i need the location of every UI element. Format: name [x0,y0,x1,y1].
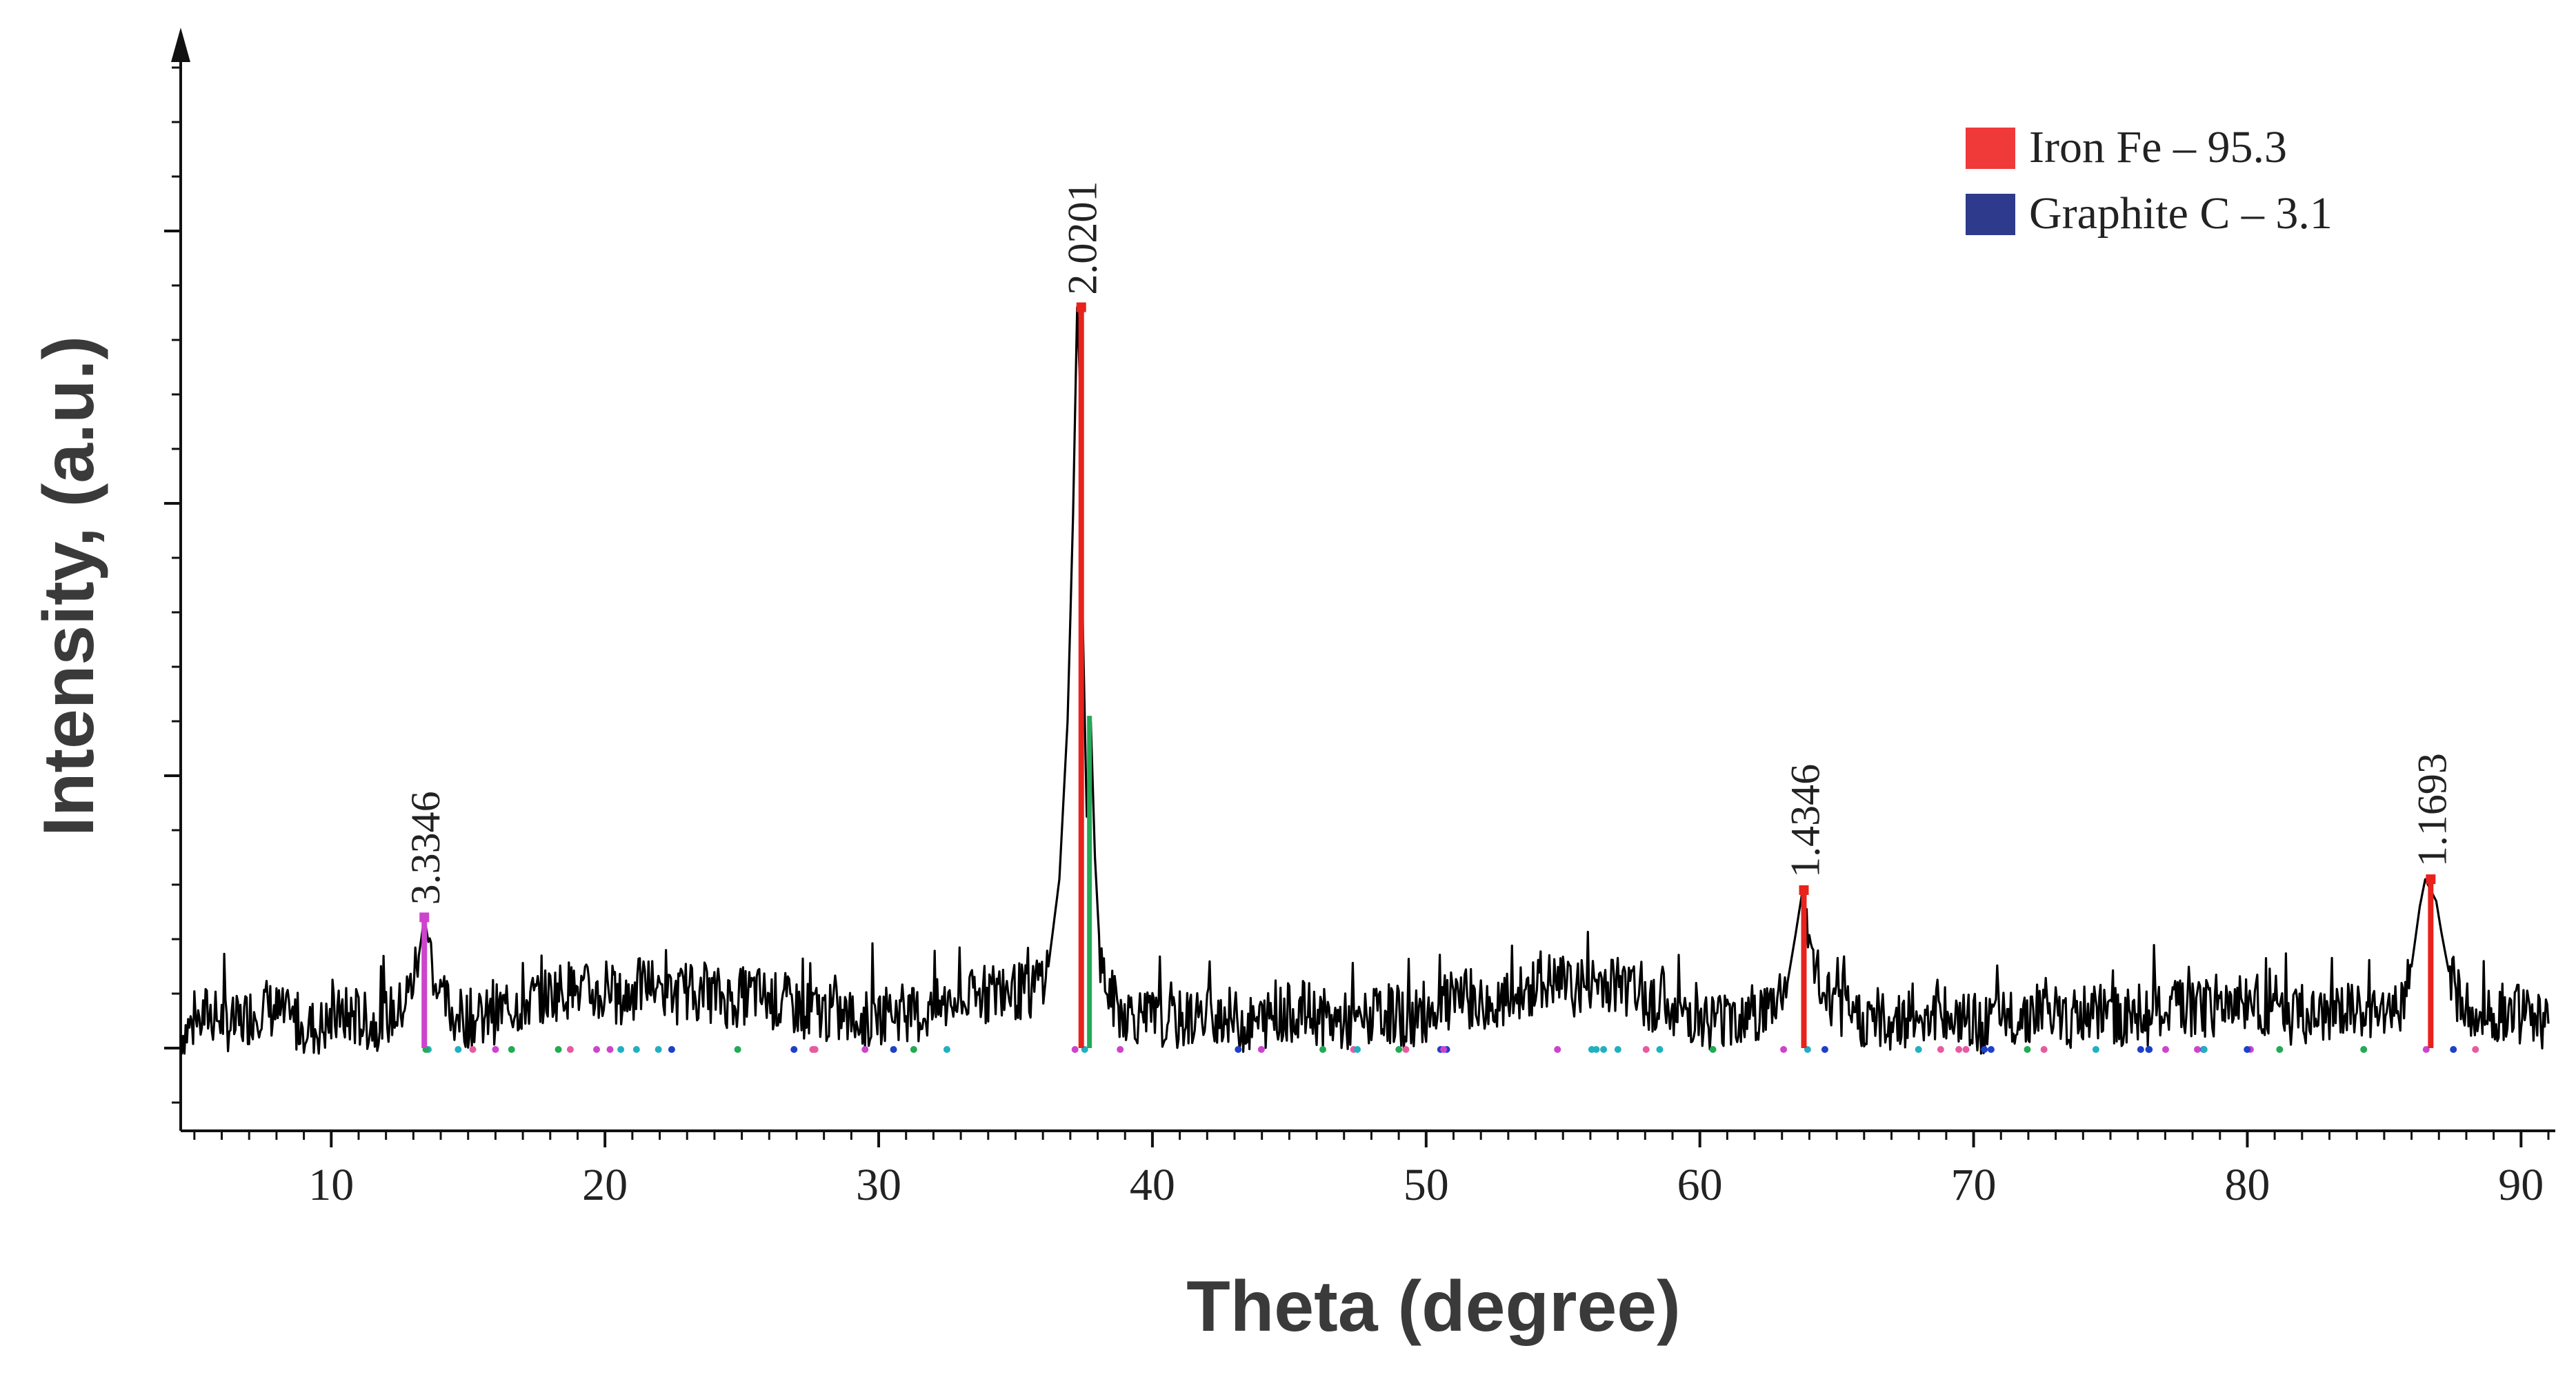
reference-marker [1915,1046,1922,1053]
reference-marker [1319,1046,1326,1053]
series-lines [179,306,2550,1055]
x-tick-label: 30 [856,1160,901,1210]
legend: Iron Fe – 95.3 Graphite C – 3.1 [1966,122,2333,239]
legend-label: Graphite C – 3.1 [2029,188,2333,239]
reference-marker [1981,1046,1988,1053]
reference-marker [943,1046,950,1053]
peak-label: 2.0201 [1060,181,1106,295]
reference-marker [469,1046,477,1053]
reference-marker [566,1046,574,1053]
reference-marker [910,1046,917,1053]
legend-swatch [1966,128,2015,169]
y-axis-title: Intensity, (a.u.) [29,336,109,836]
reference-marker [508,1046,515,1053]
reference-marker [2276,1046,2284,1053]
reference-marker [455,1046,462,1053]
reference-marker [1071,1046,1079,1053]
x-tick-label: 70 [1951,1160,1997,1210]
reference-marker [1709,1046,1717,1053]
reference-marker [2472,1046,2479,1053]
reference-marker [2200,1046,2208,1053]
peak-annotations: 3.3346 2.0201 1.4346 1.1693 [403,181,2455,1048]
peak-label: 3.3346 [403,791,448,905]
peak-top-marker [1799,885,1809,895]
peak-label: 1.1693 [2409,753,2455,867]
reference-marker [617,1046,625,1053]
x-tick-label: 40 [1130,1160,1175,1210]
reference-marker [1955,1046,1963,1053]
reference-marker [655,1046,662,1053]
x-tick-label: 60 [1677,1160,1723,1210]
x-tick-label: 10 [308,1160,354,1210]
reference-marker [1780,1046,1788,1053]
y-axis-arrow [171,28,190,62]
reference-marker [861,1046,869,1053]
reference-marker [1554,1046,1561,1053]
reference-marker [1656,1046,1664,1053]
legend-swatch [1966,194,2015,235]
reference-marker [492,1046,499,1053]
reference-marker [1642,1046,1650,1053]
reference-marker [2450,1046,2457,1053]
reference-marker [555,1046,562,1053]
reference-marker [790,1046,798,1053]
reference-marker [734,1046,741,1053]
reference-marker [1937,1046,1944,1053]
series-line-xrd-trace [179,306,2550,1055]
reference-marker [1600,1046,1608,1053]
reference-marker [2040,1046,2048,1053]
reference-marker [1257,1046,1265,1053]
reference-marker [1354,1046,1361,1053]
reference-marker [1402,1046,1410,1053]
reference-marker [593,1046,601,1053]
reference-marker [1987,1046,1995,1053]
reference-marker [606,1046,614,1053]
reference-marker [1235,1046,1242,1053]
axes: 10 20 30 40 50 60 70 80 90 [164,28,2555,1210]
reference-marker [1614,1046,1621,1053]
reference-marker [1592,1046,1600,1053]
reference-marker [1821,1046,1828,1053]
reference-marker [2422,1046,2430,1053]
reference-marker [632,1046,640,1053]
reference-marker [1117,1046,1124,1053]
reference-marker [1395,1046,1403,1053]
reference-marker [2024,1046,2031,1053]
peak-top-marker [419,912,430,923]
reference-marker [2161,1046,2169,1053]
reference-marker [2360,1046,2368,1053]
reference-marker [2194,1046,2201,1053]
x-tick-label: 90 [2498,1160,2544,1210]
x-tick-label: 50 [1404,1160,1449,1210]
legend-label: Iron Fe – 95.3 [2029,122,2287,172]
reference-marker [2137,1046,2144,1053]
reference-marker [2092,1046,2099,1053]
x-tick-label: 80 [2224,1160,2270,1210]
reference-marker [811,1046,819,1053]
reference-marker [890,1046,897,1053]
peak-top-marker [2426,874,2436,885]
reference-marker [668,1046,675,1053]
x-axis-title: Theta (degree) [1186,1267,1681,1347]
peak-label: 1.4346 [1782,764,1828,878]
peak-top-marker [1076,302,1086,312]
x-tick-label: 20 [582,1160,628,1210]
reference-marker [1962,1046,1970,1053]
reference-marker [2145,1046,2153,1053]
reference-marker [2244,1046,2251,1053]
reference-marker [1440,1046,1448,1053]
